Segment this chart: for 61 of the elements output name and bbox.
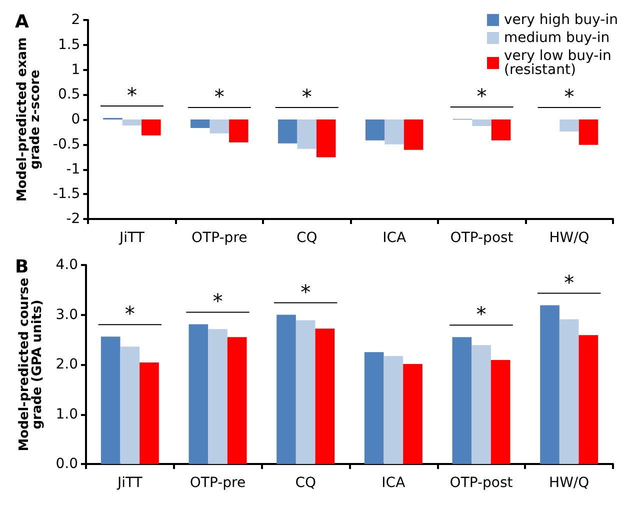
x-tick-label: OTP-pre	[192, 230, 248, 246]
bar	[490, 360, 510, 464]
bar	[472, 345, 491, 464]
annotation: *	[564, 270, 574, 294]
bar	[384, 356, 404, 464]
y-axis-title: Model-predicted course grade (GPA units)	[17, 278, 45, 452]
y-axis-title: Model-predicted exam grade z-score	[15, 37, 43, 202]
y-tick-label: 1	[71, 62, 80, 78]
bar	[140, 362, 159, 464]
annotation: *	[212, 289, 223, 314]
annotation: *	[214, 84, 224, 108]
x-tick-label: OTP-post	[450, 475, 514, 491]
legend-label: very high buy-in	[504, 12, 618, 28]
chart-title: B	[15, 256, 29, 278]
bar	[208, 329, 228, 464]
y-tick-label: -1.5	[52, 186, 80, 202]
x-tick-label: CQ	[295, 475, 316, 491]
legend-label: very low buy-in (resistant)	[504, 48, 612, 78]
y-tick-label: 4.0	[56, 257, 78, 273]
bar	[364, 352, 384, 464]
bar	[227, 337, 247, 464]
y-tick-label: 0.5	[58, 86, 80, 103]
y-tick-label: 3.0	[56, 306, 78, 323]
bar	[120, 346, 140, 464]
bar	[559, 319, 579, 464]
bar	[100, 336, 120, 464]
annotation: *	[124, 302, 135, 326]
annotation: *	[126, 83, 137, 108]
y-tick-label: 1.0	[56, 406, 78, 422]
x-tick-label: HW/Q	[549, 230, 590, 246]
x-tick-label: OTP-post	[450, 230, 514, 246]
x-tick-label: CQ	[296, 230, 318, 246]
bar	[540, 305, 560, 464]
legend-label: medium buy-in	[504, 30, 610, 46]
x-tick-label: ICA	[382, 230, 406, 246]
y-tick-label: 1.5	[58, 36, 80, 53]
y-tick-label: 0	[71, 112, 80, 128]
x-tick-label: HW/Q	[549, 475, 590, 491]
y-tick-label: -1	[66, 161, 80, 178]
x-tick-label: ICA	[382, 475, 406, 491]
x-tick-label: JiTT	[116, 475, 143, 491]
bar	[578, 335, 598, 464]
y-tick-label: 2	[71, 12, 80, 28]
bar	[276, 314, 296, 464]
annotation: *	[300, 280, 311, 304]
y-tick-label: -0.5	[52, 136, 80, 152]
bar	[188, 324, 208, 464]
bar	[296, 320, 316, 464]
y-tick-label: 2.0	[56, 356, 78, 372]
chart-title: A	[15, 12, 29, 32]
annotation: *	[476, 84, 487, 108]
bar	[315, 328, 335, 464]
bar	[452, 337, 472, 464]
annotation: *	[564, 84, 574, 108]
bar	[403, 364, 422, 464]
x-tick-label: JiTT	[118, 230, 145, 246]
annotation: *	[476, 302, 486, 326]
y-tick-label: 0.0	[56, 456, 78, 472]
y-tick-label: -2	[66, 211, 80, 227]
x-tick-label: OTP-pre	[190, 475, 246, 491]
annotation: *	[302, 84, 312, 108]
